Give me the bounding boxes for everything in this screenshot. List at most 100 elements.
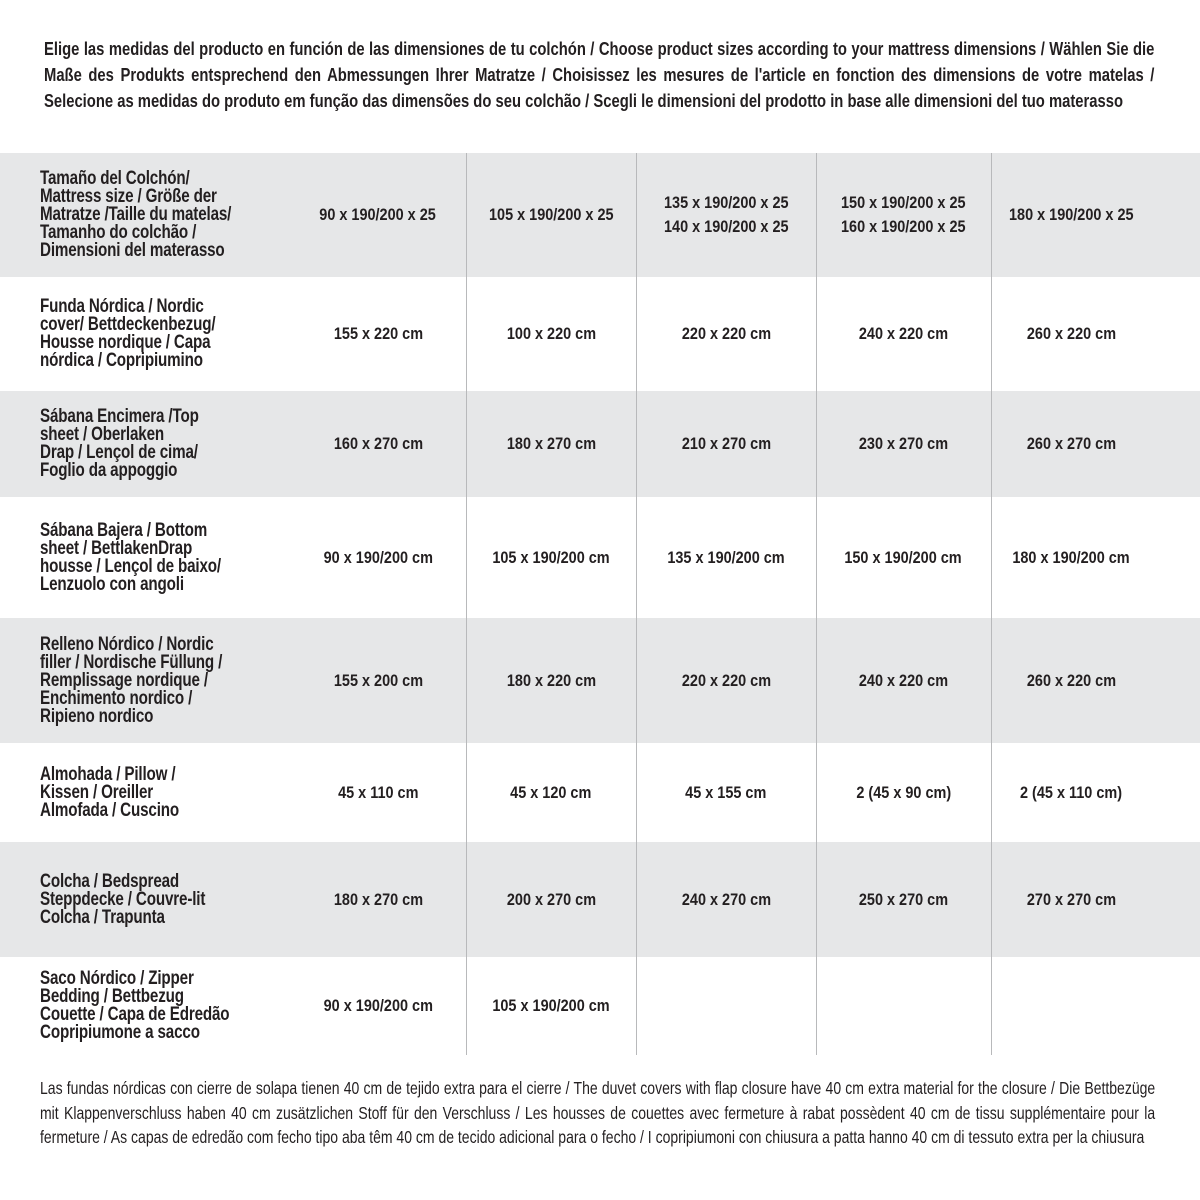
table-row: Sábana Encimera /Top sheet / Oberlaken D… xyxy=(0,391,1200,497)
row-label: Funda Nórdica / Nordic cover/ Bettdecken… xyxy=(40,277,360,391)
size-cell: 90 x 190/200 x 25 xyxy=(290,153,466,277)
size-value: 240 x 220 cm xyxy=(858,324,949,343)
size-value: 180 x 270 cm xyxy=(506,434,596,453)
intro-text: Elige las medidas del producto en funció… xyxy=(44,38,1155,111)
size-value: 250 x 270 cm xyxy=(858,889,949,909)
size-value: 240 x 270 cm xyxy=(681,889,771,909)
size-value: 90 x 190/200 x 25 xyxy=(319,205,437,224)
size-cell: 45 x 155 cm xyxy=(636,743,816,842)
size-value: 105 x 190/200 x 25 xyxy=(488,205,614,224)
row-label-text: Relleno Nórdico / Nordic filler / Nordis… xyxy=(40,633,223,727)
size-cell: 135 x 190/200 x 25 140 x 190/200 x 25 xyxy=(636,153,816,277)
size-value: 105 x 190/200 cm xyxy=(492,996,610,1015)
size-value: 200 x 270 cm xyxy=(506,889,596,909)
size-cell: 100 x 220 cm xyxy=(466,277,636,391)
size-cell: 270 x 270 cm xyxy=(991,842,1152,957)
table-row: Sábana Bajera / Bottom sheet / Bettlaken… xyxy=(0,497,1200,618)
size-table: Tamaño del Colchón/ Mattress size / Größ… xyxy=(0,153,1200,1055)
size-value: 160 x 270 cm xyxy=(333,434,423,453)
size-cell: 160 x 270 cm xyxy=(290,391,466,497)
size-cell: 220 x 220 cm xyxy=(636,277,816,391)
size-cell: 105 x 190/200 cm xyxy=(466,497,636,618)
size-cell: 240 x 270 cm xyxy=(636,842,816,957)
row-label: Almohada / Pillow / Kissen / Oreiller Al… xyxy=(40,743,360,842)
size-cell: 200 x 270 cm xyxy=(466,842,636,957)
size-cell: 250 x 270 cm xyxy=(816,842,991,957)
size-cell: 180 x 190/200 cm xyxy=(991,497,1152,618)
size-cell xyxy=(991,957,1152,1055)
size-value: 150 x 190/200 x 25 160 x 190/200 x 25 xyxy=(841,193,966,236)
size-value: 90 x 190/200 cm xyxy=(323,996,433,1015)
table-row: Almohada / Pillow / Kissen / Oreiller Al… xyxy=(0,743,1200,842)
size-value: 210 x 270 cm xyxy=(681,434,771,453)
size-cell: 260 x 270 cm xyxy=(991,391,1152,497)
table-row: Saco Nórdico / Zipper Bedding / Bettbezu… xyxy=(0,957,1200,1055)
size-cell: 180 x 220 cm xyxy=(466,618,636,743)
size-cell: 105 x 190/200 cm xyxy=(466,957,636,1055)
row-label-text: Sábana Encimera /Top sheet / Oberlaken D… xyxy=(40,406,199,481)
size-value: 90 x 190/200 cm xyxy=(323,547,433,567)
size-value: 220 x 220 cm xyxy=(681,670,771,690)
size-value: 240 x 220 cm xyxy=(858,670,949,690)
size-value: 155 x 220 cm xyxy=(333,324,423,343)
size-cell: 230 x 270 cm xyxy=(816,391,991,497)
size-cell: 210 x 270 cm xyxy=(636,391,816,497)
size-value: 260 x 220 cm xyxy=(1026,670,1117,690)
size-value: 2 (45 x 110 cm) xyxy=(1020,782,1123,802)
row-label-text: Colcha / Bedspread Steppdecke / Couvre-l… xyxy=(40,870,206,928)
size-value: 220 x 220 cm xyxy=(681,324,771,343)
size-cell: 45 x 120 cm xyxy=(466,743,636,842)
size-value: 180 x 190/200 cm xyxy=(1012,547,1131,567)
column-divider xyxy=(636,153,637,1055)
row-label: Sábana Encimera /Top sheet / Oberlaken D… xyxy=(40,391,360,497)
size-value: 180 x 270 cm xyxy=(333,889,423,909)
footer-note: Las fundas nórdicas con cierre de solapa… xyxy=(40,1078,1156,1147)
row-label: Colcha / Bedspread Steppdecke / Couvre-l… xyxy=(40,842,360,957)
table-row: Funda Nórdica / Nordic cover/ Bettdecken… xyxy=(0,277,1200,391)
size-cell: 180 x 270 cm xyxy=(466,391,636,497)
size-cell: 45 x 110 cm xyxy=(290,743,466,842)
size-value: 135 x 190/200 cm xyxy=(667,547,785,567)
row-label-text: Almohada / Pillow / Kissen / Oreiller Al… xyxy=(40,763,180,821)
column-divider xyxy=(816,153,817,1055)
size-cell: 240 x 220 cm xyxy=(816,277,991,391)
size-cell: 240 x 220 cm xyxy=(816,618,991,743)
size-value: 155 x 200 cm xyxy=(333,670,423,690)
size-value: 260 x 220 cm xyxy=(1026,324,1117,343)
size-cell: 180 x 270 cm xyxy=(290,842,466,957)
size-cell: 90 x 190/200 cm xyxy=(290,497,466,618)
size-value: 230 x 270 cm xyxy=(858,434,949,453)
column-divider xyxy=(466,153,467,1055)
size-value: 135 x 190/200 x 25 140 x 190/200 x 25 xyxy=(663,193,789,236)
size-cell: 150 x 190/200 x 25 160 x 190/200 x 25 xyxy=(816,153,991,277)
table-header-row: Tamaño del Colchón/ Mattress size / Größ… xyxy=(0,153,1200,277)
size-cell xyxy=(816,957,991,1055)
row-label-text: Saco Nórdico / Zipper Bedding / Bettbezu… xyxy=(40,968,230,1043)
row-label-text: Sábana Bajera / Bottom sheet / Bettlaken… xyxy=(40,519,221,595)
size-value: 45 x 155 cm xyxy=(685,782,767,802)
size-cell: 260 x 220 cm xyxy=(991,618,1152,743)
size-cell: 260 x 220 cm xyxy=(991,277,1152,391)
row-label: Saco Nórdico / Zipper Bedding / Bettbezu… xyxy=(40,957,360,1055)
table-row: Relleno Nórdico / Nordic filler / Nordis… xyxy=(0,618,1200,743)
table-row: Colcha / Bedspread Steppdecke / Couvre-l… xyxy=(0,842,1200,957)
size-value: 100 x 220 cm xyxy=(506,324,596,343)
size-value: 2 (45 x 90 cm) xyxy=(856,782,951,802)
size-value: 45 x 120 cm xyxy=(510,782,592,802)
size-value: 180 x 220 cm xyxy=(506,670,596,690)
row-label-text: Tamaño del Colchón/ Mattress size / Größ… xyxy=(40,168,232,261)
size-cell: 2 (45 x 90 cm) xyxy=(816,743,991,842)
size-value: 45 x 110 cm xyxy=(337,782,419,802)
size-cell xyxy=(636,957,816,1055)
size-cell: 155 x 220 cm xyxy=(290,277,466,391)
column-divider xyxy=(991,153,992,1055)
row-label: Tamaño del Colchón/ Mattress size / Größ… xyxy=(40,153,360,277)
size-cell: 2 (45 x 110 cm) xyxy=(991,743,1152,842)
size-value: 105 x 190/200 cm xyxy=(492,547,610,567)
row-label: Sábana Bajera / Bottom sheet / Bettlaken… xyxy=(40,497,360,618)
size-value: 260 x 270 cm xyxy=(1026,434,1117,453)
size-cell: 220 x 220 cm xyxy=(636,618,816,743)
size-cell: 135 x 190/200 cm xyxy=(636,497,816,618)
size-cell: 90 x 190/200 cm xyxy=(290,957,466,1055)
row-label-text: Funda Nórdica / Nordic cover/ Bettdecken… xyxy=(40,296,216,371)
